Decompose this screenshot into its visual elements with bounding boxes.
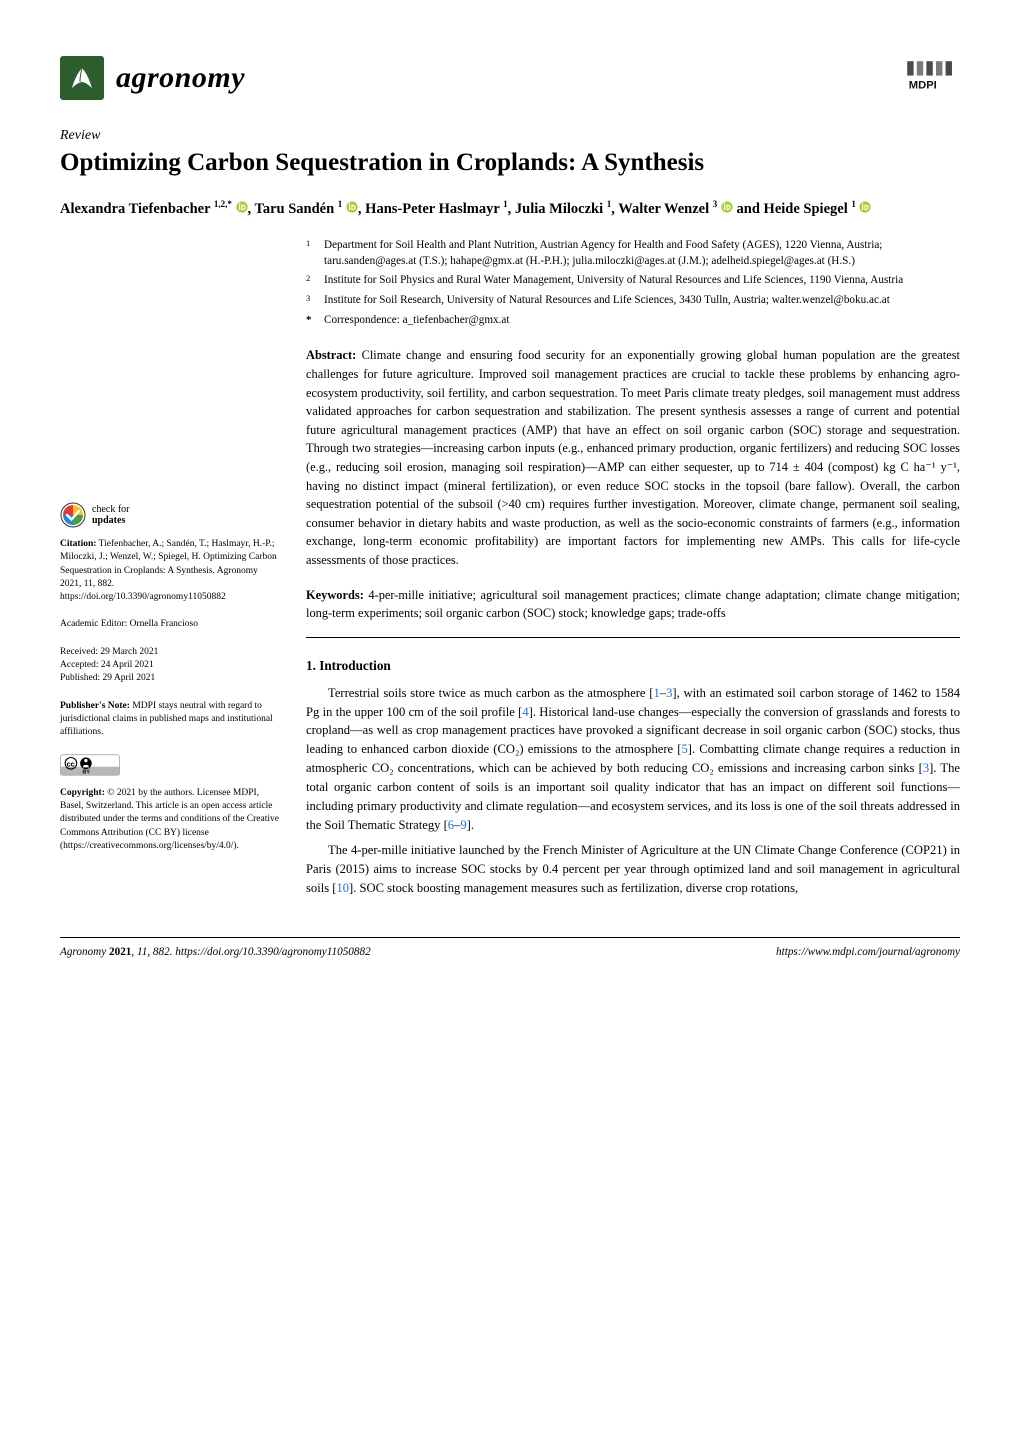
affil-num: 2	[306, 273, 314, 289]
editor-block: Academic Editor: Ornella Francioso	[60, 618, 280, 631]
dates-block: Received: 29 March 2021 Accepted: 24 Apr…	[60, 646, 280, 686]
main-column: 1 Department for Soil Health and Plant N…	[306, 238, 960, 903]
header-row: agronomy MDPI	[60, 56, 960, 100]
article-type: Review	[60, 128, 960, 144]
copyright-block: Copyright: © 2021 by the authors. Licens…	[60, 787, 280, 853]
copyright-label: Copyright:	[60, 788, 105, 798]
sidebar: check for updates Citation: Tiefenbacher…	[60, 238, 280, 903]
author-sup: 1,2,	[214, 199, 228, 209]
corr-text: Correspondence: a_tiefenbacher@gmx.at	[324, 313, 510, 329]
orcid-icon	[859, 198, 871, 210]
corr-marker: *	[306, 313, 314, 329]
page: agronomy MDPI Review Optimizing Carbon S…	[0, 0, 1020, 1002]
content-columns: check for updates Citation: Tiefenbacher…	[60, 238, 960, 903]
pubnote-label: Publisher's Note:	[60, 701, 130, 711]
author: Hans-Peter Haslmayr	[365, 201, 499, 217]
author-sup: 1	[851, 199, 856, 209]
author-sup: 1	[607, 199, 612, 209]
check-updates-line1: check for	[92, 504, 129, 515]
abstract: Abstract: Climate change and ensuring fo…	[306, 346, 960, 569]
author: Julia Miloczki	[515, 201, 603, 217]
affiliation-row: 3 Institute for Soil Research, Universit…	[306, 293, 960, 309]
svg-text:BY: BY	[83, 769, 91, 775]
author: Heide Spiegel	[764, 201, 848, 217]
footer: Agronomy 2021, 11, 882. https://doi.org/…	[60, 937, 960, 958]
author: Alexandra Tiefenbacher	[60, 201, 210, 217]
keywords-text: 4-per-mille initiative; agricultural soi…	[306, 588, 960, 621]
author: Taru Sandén	[255, 201, 335, 217]
author-sup: 1	[503, 199, 508, 209]
published-date: Published: 29 April 2021	[60, 672, 280, 685]
footer-left: Agronomy 2021, 11, 882. https://doi.org/…	[60, 946, 371, 958]
footer-right[interactable]: https://www.mdpi.com/journal/agronomy	[776, 946, 960, 958]
citation-label: Citation:	[60, 539, 96, 549]
footer-journal: Agronomy	[60, 946, 109, 958]
svg-text:MDPI: MDPI	[909, 79, 937, 91]
mdpi-logo-icon: MDPI	[904, 58, 960, 98]
correspondence-row: * Correspondence: a_tiefenbacher@gmx.at	[306, 313, 960, 329]
affil-text: Institute for Soil Physics and Rural Wat…	[324, 273, 903, 289]
authors-line: Alexandra Tiefenbacher 1,2,* , Taru Sand…	[60, 198, 960, 220]
footer-rest: , 11, 882. https://doi.org/10.3390/agron…	[131, 946, 370, 958]
orcid-icon	[721, 198, 733, 210]
journal-brand: agronomy	[60, 56, 245, 100]
check-updates-icon	[60, 502, 86, 528]
keywords-label: Keywords:	[306, 588, 364, 602]
journal-name: agronomy	[116, 61, 245, 95]
keywords: Keywords: 4-per-mille initiative; agricu…	[306, 586, 960, 623]
orcid-icon	[346, 198, 358, 210]
body-paragraph: The 4-per-mille initiative launched by t…	[306, 841, 960, 898]
footer-year: 2021	[109, 946, 131, 958]
cc-by-logo-icon: cc BY	[60, 754, 280, 781]
affil-text: Institute for Soil Research, University …	[324, 293, 890, 309]
article-title: Optimizing Carbon Sequestration in Cropl…	[60, 147, 960, 180]
author: Walter Wenzel	[618, 201, 709, 217]
abstract-label: Abstract:	[306, 348, 356, 362]
publisher-note-block: Publisher's Note: MDPI stays neutral wit…	[60, 700, 280, 740]
citation-block: Citation: Tiefenbacher, A.; Sandén, T.; …	[60, 538, 280, 604]
journal-logo-icon	[60, 56, 104, 100]
body-text: ]. SOC stock boosting management measure…	[349, 881, 798, 895]
section-heading: 1. Introduction	[306, 656, 960, 676]
check-updates[interactable]: check for updates	[60, 502, 280, 528]
abstract-text: Climate change and ensuring food securit…	[306, 348, 960, 567]
citation-link[interactable]: 10	[336, 881, 349, 895]
received-date: Received: 29 March 2021	[60, 646, 280, 659]
affil-num: 1	[306, 238, 314, 269]
orcid-icon	[236, 198, 248, 210]
affil-num: 3	[306, 293, 314, 309]
affil-text: Department for Soil Health and Plant Nut…	[324, 238, 960, 269]
corr-marker: *	[227, 199, 232, 209]
body-paragraph: Terrestrial soils store twice as much ca…	[306, 684, 960, 835]
check-updates-line2: updates	[92, 515, 129, 526]
svg-text:cc: cc	[66, 759, 74, 768]
author-sup: 3	[713, 199, 718, 209]
affiliation-row: 1 Department for Soil Health and Plant N…	[306, 238, 960, 269]
author-sup: 1	[338, 199, 343, 209]
body-text: Terrestrial soils store twice as much ca…	[328, 686, 654, 700]
affiliations: 1 Department for Soil Health and Plant N…	[306, 238, 960, 328]
check-updates-text: check for updates	[92, 504, 129, 526]
body-text: ].	[467, 818, 474, 832]
affiliation-row: 2 Institute for Soil Physics and Rural W…	[306, 273, 960, 289]
divider	[306, 637, 960, 638]
accepted-date: Accepted: 24 April 2021	[60, 659, 280, 672]
